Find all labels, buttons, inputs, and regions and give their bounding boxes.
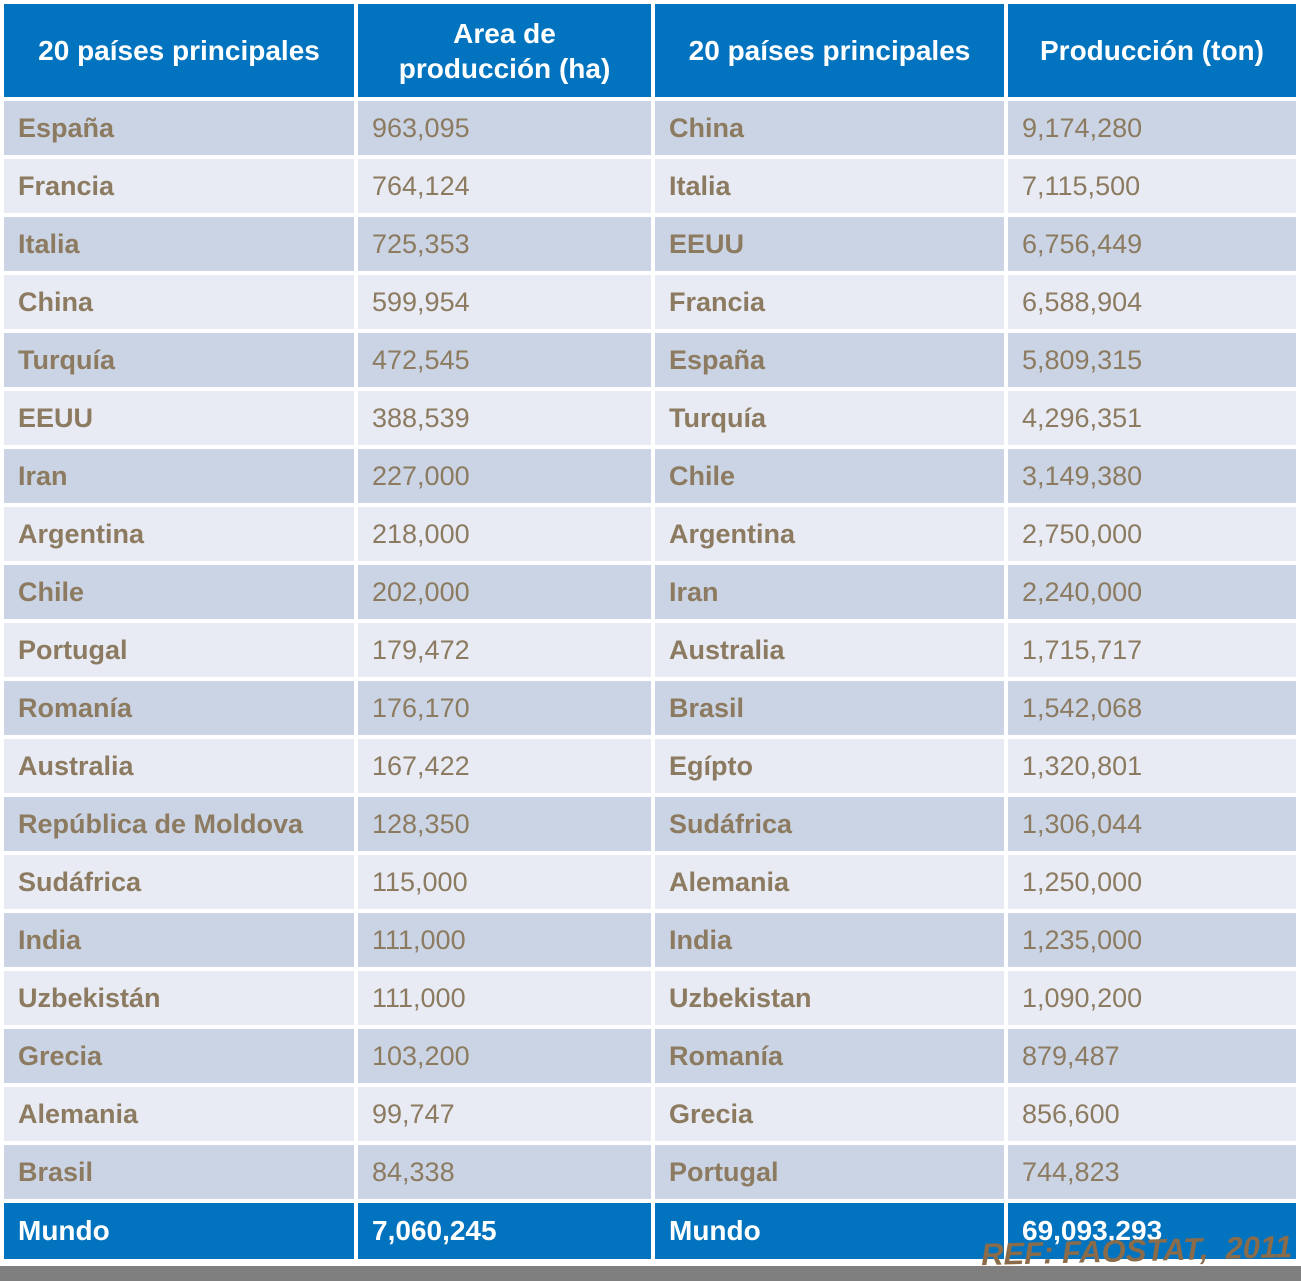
- value-cell: 3,149,380: [1008, 449, 1296, 503]
- value-cell: 1,090,200: [1008, 971, 1296, 1025]
- country-cell: Chile: [655, 449, 1004, 503]
- value-cell: 388,539: [358, 391, 651, 445]
- value-cell: 1,250,000: [1008, 855, 1296, 909]
- country-cell: Uzbekistan: [655, 971, 1004, 1025]
- production-table: 20 países principales Area de producción…: [4, 4, 1296, 1259]
- value-cell: 1,715,717: [1008, 623, 1296, 677]
- value-cell: 879,487: [1008, 1029, 1296, 1083]
- value-cell: 115,000: [358, 855, 651, 909]
- country-cell: Grecia: [4, 1029, 354, 1083]
- value-cell: 1,306,044: [1008, 797, 1296, 851]
- value-cell: 179,472: [358, 623, 651, 677]
- value-cell: 227,000: [358, 449, 651, 503]
- country-cell: Romanía: [4, 681, 354, 735]
- value-cell: 84,338: [358, 1145, 651, 1199]
- value-cell: 1,235,000: [1008, 913, 1296, 967]
- value-cell: 4,296,351: [1008, 391, 1296, 445]
- value-cell: 1,542,068: [1008, 681, 1296, 735]
- footer-world-production-total: 69,093,293: [1008, 1203, 1296, 1259]
- country-cell: Francia: [655, 275, 1004, 329]
- footer-world-area-total: 7,060,245: [358, 1203, 651, 1259]
- value-cell: 599,954: [358, 275, 651, 329]
- header-countries-production: 20 países principales: [655, 4, 1004, 97]
- country-cell: Alemania: [4, 1087, 354, 1141]
- value-cell: 856,600: [1008, 1087, 1296, 1141]
- country-cell: Australia: [4, 739, 354, 793]
- footer-world-label-area: Mundo: [4, 1203, 354, 1259]
- country-cell: Brasil: [655, 681, 1004, 735]
- value-cell: 963,095: [358, 101, 651, 155]
- value-cell: 2,750,000: [1008, 507, 1296, 561]
- country-cell: Sudáfrica: [4, 855, 354, 909]
- value-cell: 6,756,449: [1008, 217, 1296, 271]
- footer-world-label-production: Mundo: [655, 1203, 1004, 1259]
- value-cell: 176,170: [358, 681, 651, 735]
- header-production-ton: Producción (ton): [1008, 4, 1296, 97]
- country-cell: Francia: [4, 159, 354, 213]
- country-cell: Uzbekistán: [4, 971, 354, 1025]
- country-cell: China: [655, 101, 1004, 155]
- country-cell: Argentina: [655, 507, 1004, 561]
- value-cell: 111,000: [358, 971, 651, 1025]
- value-cell: 128,350: [358, 797, 651, 851]
- country-cell: Alemania: [655, 855, 1004, 909]
- country-cell: Iran: [4, 449, 354, 503]
- value-cell: 99,747: [358, 1087, 651, 1141]
- value-cell: 9,174,280: [1008, 101, 1296, 155]
- value-cell: 6,588,904: [1008, 275, 1296, 329]
- value-cell: 1,320,801: [1008, 739, 1296, 793]
- country-cell: Portugal: [4, 623, 354, 677]
- country-cell: India: [4, 913, 354, 967]
- value-cell: 111,000: [358, 913, 651, 967]
- country-cell: Turquía: [4, 333, 354, 387]
- country-cell: Romanía: [655, 1029, 1004, 1083]
- country-cell: República de Moldova: [4, 797, 354, 851]
- country-cell: Italia: [4, 217, 354, 271]
- country-cell: Turquía: [655, 391, 1004, 445]
- country-cell: Iran: [655, 565, 1004, 619]
- country-cell: Argentina: [4, 507, 354, 561]
- country-cell: España: [4, 101, 354, 155]
- country-cell: China: [4, 275, 354, 329]
- header-area-ha: Area de producción (ha): [358, 4, 651, 97]
- value-cell: 167,422: [358, 739, 651, 793]
- value-cell: 744,823: [1008, 1145, 1296, 1199]
- value-cell: 7,115,500: [1008, 159, 1296, 213]
- country-cell: Italia: [655, 159, 1004, 213]
- country-cell: Grecia: [655, 1087, 1004, 1141]
- header-countries-area: 20 países principales: [4, 4, 354, 97]
- country-cell: EEUU: [4, 391, 354, 445]
- country-cell: Sudáfrica: [655, 797, 1004, 851]
- value-cell: 202,000: [358, 565, 651, 619]
- country-cell: Egípto: [655, 739, 1004, 793]
- value-cell: 5,809,315: [1008, 333, 1296, 387]
- value-cell: 472,545: [358, 333, 651, 387]
- country-cell: España: [655, 333, 1004, 387]
- value-cell: 764,124: [358, 159, 651, 213]
- bottom-gray-bar: [0, 1266, 1301, 1281]
- value-cell: 103,200: [358, 1029, 651, 1083]
- value-cell: 2,240,000: [1008, 565, 1296, 619]
- country-cell: Australia: [655, 623, 1004, 677]
- country-cell: India: [655, 913, 1004, 967]
- value-cell: 725,353: [358, 217, 651, 271]
- country-cell: EEUU: [655, 217, 1004, 271]
- country-cell: Portugal: [655, 1145, 1004, 1199]
- country-cell: Brasil: [4, 1145, 354, 1199]
- country-cell: Chile: [4, 565, 354, 619]
- value-cell: 218,000: [358, 507, 651, 561]
